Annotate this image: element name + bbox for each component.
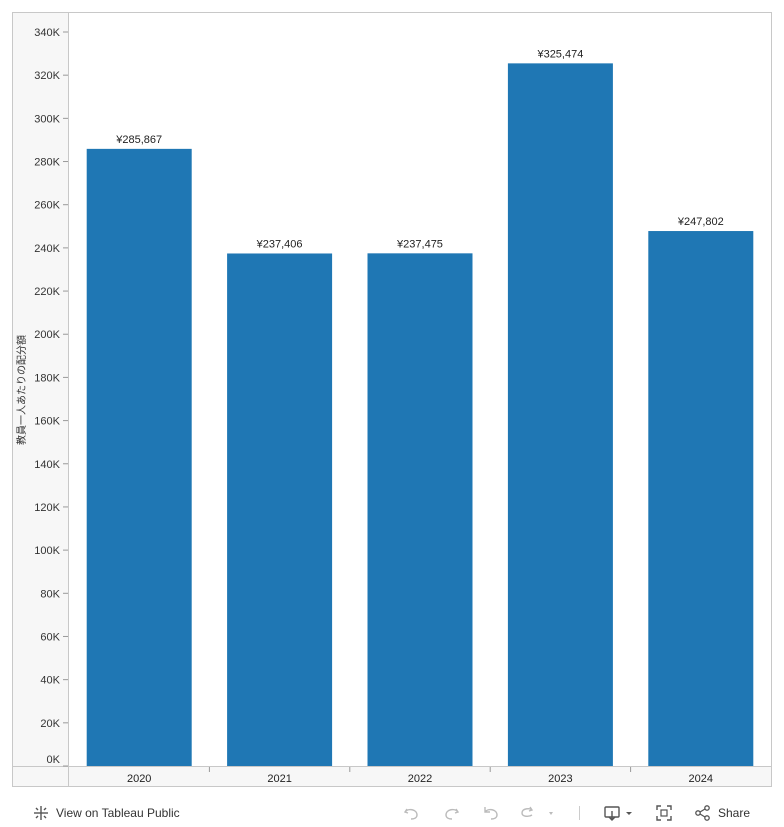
x-axis-panel <box>13 767 771 786</box>
bar-2020[interactable] <box>86 148 192 767</box>
fullscreen-icon <box>655 804 673 822</box>
y-tick-label: 320K <box>34 70 60 82</box>
data-label: ¥285,867 <box>115 134 162 146</box>
y-tick-label: 100K <box>34 545 60 557</box>
share-icon <box>694 804 712 822</box>
y-tick-label: 160K <box>34 416 60 428</box>
y-axis-panel <box>13 13 68 766</box>
y-tick-label: 260K <box>34 200 60 212</box>
view-on-tableau-link[interactable]: View on Tableau Public <box>32 799 180 827</box>
share-button[interactable]: Share <box>694 799 750 827</box>
y-tick-label: 120K <box>34 502 60 514</box>
y-ticks: 0K 20K 40K 60K 80K 100K 120K 140K 160K 180K 200K 22… <box>34 27 68 767</box>
revert-icon <box>482 804 500 822</box>
toolbar: View on Tableau Public Share <box>0 799 784 827</box>
y-tick-label: 0K <box>47 754 61 766</box>
share-label: Share <box>718 806 751 820</box>
revert-button[interactable] <box>482 799 500 827</box>
y-tick-label: 20K <box>40 718 60 730</box>
bar-2023[interactable] <box>507 63 613 766</box>
y-tick-label: 340K <box>34 27 60 39</box>
y-tick-label: 200K <box>34 329 60 341</box>
y-axis-title: 教員一人あたりの配分額 <box>15 335 28 445</box>
y-tick-label: 180K <box>34 372 60 384</box>
redo-button[interactable] <box>443 799 461 827</box>
data-label: ¥237,475 <box>396 238 443 250</box>
y-tick-label: 220K <box>34 286 60 298</box>
x-category-label: 2023 <box>548 773 572 785</box>
data-label: ¥237,406 <box>256 238 303 250</box>
data-label: ¥247,802 <box>677 216 724 228</box>
download-button[interactable] <box>603 799 635 827</box>
x-category-label: 2022 <box>408 773 432 785</box>
x-category-label: 2024 <box>689 773 713 785</box>
tableau-logo-icon <box>32 804 50 822</box>
data-label: ¥325,474 <box>536 48 583 60</box>
undo-icon <box>402 804 420 822</box>
bars: ¥285,867 ¥237,406 ¥237,475 ¥325,474 ¥247,802 <box>86 48 754 767</box>
y-tick-label: 80K <box>40 588 60 600</box>
toolbar-separator <box>579 806 580 820</box>
y-tick-label: 40K <box>40 675 60 687</box>
y-tick-label: 300K <box>34 113 60 125</box>
download-icon <box>603 804 635 822</box>
y-tick-label: 280K <box>34 157 60 169</box>
bar-2024[interactable] <box>648 231 754 767</box>
refresh-button[interactable] <box>518 799 554 827</box>
x-categories: 2020 2021 2022 2023 2024 <box>127 767 713 785</box>
y-tick-label: 60K <box>40 631 60 643</box>
redo-icon <box>443 804 461 822</box>
undo-button[interactable] <box>402 799 420 827</box>
bar-2022[interactable] <box>367 253 473 767</box>
x-category-label: 2020 <box>127 773 151 785</box>
y-tick-label: 140K <box>34 459 60 471</box>
x-category-label: 2021 <box>267 773 291 785</box>
y-tick-label: 240K <box>34 243 60 255</box>
view-on-tableau-label: View on Tableau Public <box>56 806 180 820</box>
fullscreen-button[interactable] <box>655 799 673 827</box>
bar-chart: 教員一人あたりの配分額 0K 20K 40K 60K 80K 100K 120K 140K 16… <box>12 12 772 787</box>
bar-2021[interactable] <box>227 253 333 766</box>
refresh-icon <box>518 804 554 822</box>
